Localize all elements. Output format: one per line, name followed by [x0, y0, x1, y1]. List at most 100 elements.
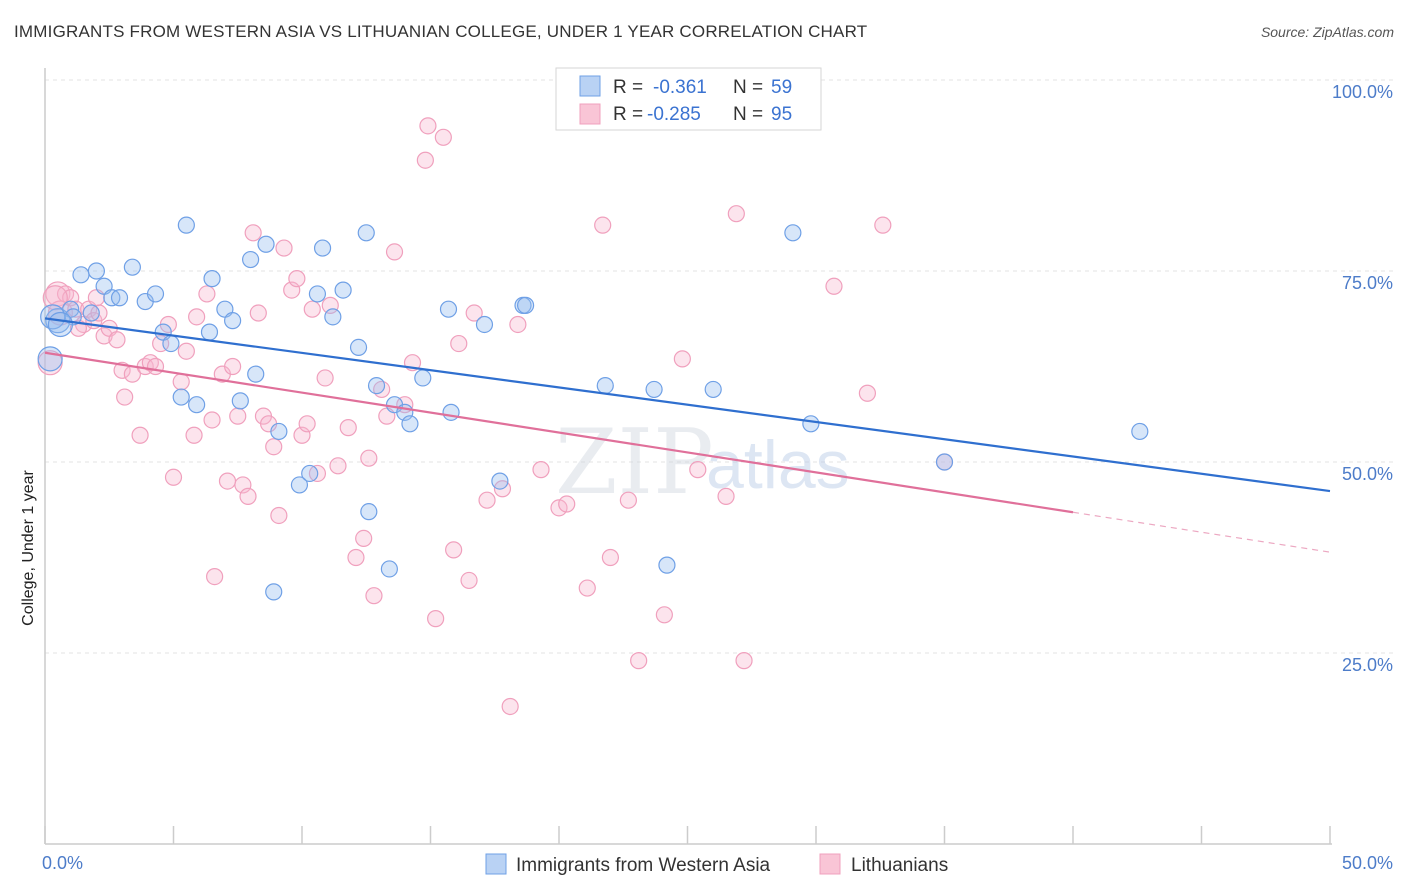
point-western-asia [439, 300, 458, 318]
point-lithuanian [578, 579, 596, 597]
point-western-asia [231, 392, 249, 410]
point-lithuanian [501, 697, 519, 716]
point-lithuanian [177, 342, 195, 360]
legend-n-value: 59 [771, 77, 792, 98]
legend-swatch-blue [579, 75, 601, 97]
point-lithuanian [630, 652, 648, 670]
point-lithuanian [198, 285, 216, 303]
point-western-asia [401, 415, 419, 433]
point-lithuanian [689, 461, 707, 479]
point-lithuanian [164, 468, 183, 486]
x-tick-label: 0.0% [42, 853, 83, 873]
point-western-asia [123, 258, 141, 276]
point-lithuanian [249, 304, 267, 322]
legend-swatch-pink [579, 103, 601, 125]
chart-title: IMMIGRANTS FROM WESTERN ASIA VS LITHUANI… [14, 22, 868, 41]
legend-r-value: -0.285 [647, 104, 701, 125]
legend-n-label: N = [733, 104, 763, 125]
point-western-asia [37, 346, 63, 372]
point-western-asia [162, 334, 180, 353]
point-lithuanian [478, 491, 496, 509]
point-lithuanian [558, 495, 576, 513]
point-western-asia [357, 224, 375, 242]
point-lithuanian [172, 373, 190, 391]
point-western-asia [360, 503, 378, 521]
point-lithuanian [532, 461, 550, 479]
bottom-legend-swatch-blue [485, 853, 507, 875]
point-western-asia [324, 308, 342, 326]
point-western-asia [491, 472, 509, 490]
legend-r-value: -0.361 [653, 77, 707, 98]
point-lithuanian [717, 487, 735, 505]
point-lithuanian [339, 419, 357, 437]
point-lithuanian [218, 472, 237, 490]
point-lithuanian [416, 151, 434, 169]
point-western-asia [72, 266, 90, 284]
point-western-asia [380, 560, 398, 578]
point-western-asia [414, 369, 432, 387]
point-western-asia [935, 453, 954, 471]
y-tick-label: 100.0% [1332, 82, 1393, 102]
point-lithuanian [298, 415, 316, 433]
point-lithuanian [655, 606, 673, 624]
bottom-legend: Immigrants from Western Asia Lithuanians [485, 853, 948, 876]
point-western-asia [704, 380, 722, 399]
point-western-asia [349, 338, 368, 356]
point-lithuanian [116, 388, 134, 406]
point-western-asia [40, 304, 66, 330]
watermark: ZIP atlas [555, 410, 850, 515]
point-lithuanian [206, 567, 224, 586]
point-lithuanian [203, 411, 221, 429]
point-western-asia [257, 235, 275, 253]
point-western-asia [645, 380, 663, 399]
point-lithuanian [445, 541, 463, 559]
point-lithuanian [727, 205, 745, 223]
point-western-asia [313, 239, 332, 257]
point-lithuanian [550, 499, 568, 517]
point-western-asia [47, 311, 74, 338]
axes [44, 68, 1332, 845]
watermark-zip: ZIP [555, 410, 714, 515]
trend-line-western-asia [44, 317, 1331, 493]
point-western-asia [265, 583, 283, 601]
point-lithuanian [303, 300, 321, 318]
point-lithuanian [42, 285, 68, 311]
point-lithuanian [275, 239, 293, 257]
point-western-asia [516, 296, 535, 314]
legend-r-label: R = [613, 104, 643, 125]
point-lithuanian [594, 216, 612, 234]
y-axis-label: College, Under 1 year [20, 470, 37, 626]
source-label: Source: ZipAtlas.com [1260, 24, 1394, 40]
point-western-asia [802, 415, 820, 433]
x-tick-labels: 0.0% 50.0% [42, 826, 1393, 873]
y-tick-labels: 25.0% 50.0% 75.0% 100.0% [1332, 82, 1393, 675]
point-lithuanian [185, 426, 203, 444]
point-western-asia [475, 315, 494, 334]
legend: R = -0.361 N = 59 R = -0.285 N = 95 [555, 67, 822, 131]
point-western-asia [334, 281, 352, 299]
series-lithuanians [37, 117, 954, 716]
point-lithuanian [434, 128, 452, 146]
point-lithuanian [427, 610, 445, 628]
point-lithuanian [224, 357, 242, 376]
point-lithuanian [874, 216, 892, 234]
point-western-asia [596, 377, 614, 395]
point-lithuanian [347, 548, 365, 567]
point-lithuanian [385, 243, 404, 261]
point-lithuanian [270, 506, 288, 525]
point-western-asia [301, 464, 319, 483]
point-western-asia [1131, 422, 1149, 441]
point-lithuanian [360, 449, 378, 467]
series-western-asia [37, 216, 1149, 601]
point-lithuanian [365, 587, 383, 605]
point-lithuanian [146, 357, 165, 376]
point-lithuanian [509, 315, 527, 334]
bottom-legend-label-pink: Lithuanians [851, 855, 948, 876]
y-tick-label: 25.0% [1342, 655, 1393, 675]
point-western-asia [308, 285, 327, 303]
point-western-asia [172, 388, 190, 406]
legend-r-label: R = [613, 77, 643, 98]
bottom-legend-label-blue: Immigrants from Western Asia [516, 855, 771, 876]
point-western-asia [290, 476, 309, 494]
point-western-asia [784, 224, 802, 242]
